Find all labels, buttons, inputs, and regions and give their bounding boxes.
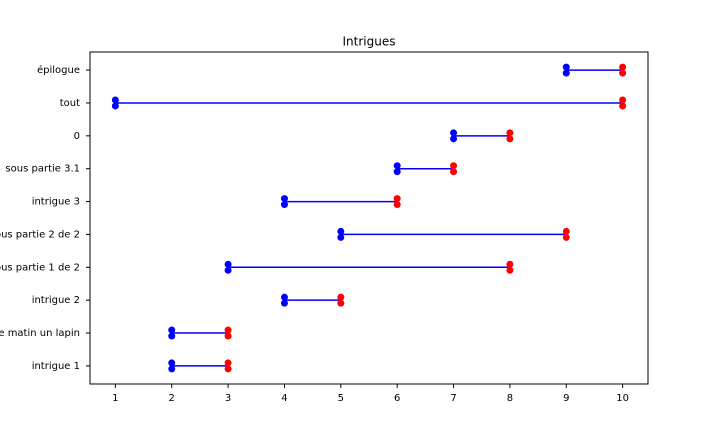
x-tick-label: 10 bbox=[616, 393, 629, 404]
endpoint-dot bbox=[450, 135, 458, 143]
endpoint-dot bbox=[111, 102, 119, 110]
endpoint-dot bbox=[337, 299, 345, 307]
y-tick-label: sous partie 1 de 2 bbox=[0, 262, 80, 273]
endpoint-dot bbox=[506, 135, 514, 143]
endpoint-dot bbox=[168, 326, 176, 334]
x-tick-label: 3 bbox=[225, 393, 231, 404]
endpoint-dot bbox=[450, 162, 458, 170]
endpoint-dot bbox=[224, 359, 232, 367]
x-tick-label: 5 bbox=[338, 393, 344, 404]
endpoint-dot bbox=[224, 266, 232, 274]
endpoint-dot bbox=[450, 129, 458, 137]
y-tick-label: intrigue 3 bbox=[32, 197, 80, 208]
y-tick-label: épilogue bbox=[37, 64, 80, 76]
endpoint-dot bbox=[280, 201, 288, 209]
endpoint-dot bbox=[393, 195, 401, 203]
endpoint-dot bbox=[224, 260, 232, 268]
endpoint-dot bbox=[619, 102, 627, 110]
chart-title: Intrigues bbox=[343, 35, 396, 49]
x-tick-label: 6 bbox=[394, 393, 400, 404]
y-tick-label: sous partie 3.1 bbox=[5, 164, 80, 175]
x-tick-label: 2 bbox=[169, 393, 175, 404]
endpoint-dot bbox=[337, 233, 345, 241]
x-tick-label: 1 bbox=[112, 393, 118, 404]
y-tick-label: 0 bbox=[74, 131, 80, 142]
endpoint-dot bbox=[111, 96, 119, 104]
endpoint-dot bbox=[337, 293, 345, 301]
endpoint-dot bbox=[168, 359, 176, 367]
endpoint-dot bbox=[280, 195, 288, 203]
endpoint-dot bbox=[393, 168, 401, 176]
endpoint-dot bbox=[562, 233, 570, 241]
x-tick-label: 8 bbox=[507, 393, 513, 404]
y-tick-label: ce matin un lapin bbox=[0, 328, 80, 339]
endpoint-dot bbox=[224, 326, 232, 334]
endpoint-dot bbox=[619, 63, 627, 71]
endpoint-dot bbox=[337, 227, 345, 235]
endpoint-dot bbox=[168, 332, 176, 340]
endpoint-dot bbox=[280, 293, 288, 301]
endpoint-dot bbox=[168, 365, 176, 373]
endpoint-dot bbox=[393, 201, 401, 209]
endpoint-dot bbox=[619, 69, 627, 77]
endpoint-dot bbox=[450, 168, 458, 176]
endpoint-dot bbox=[224, 365, 232, 373]
endpoint-dot bbox=[280, 299, 288, 307]
y-tick-label: sous partie 2 de 2 bbox=[0, 229, 80, 240]
y-tick-label: intrigue 1 bbox=[32, 361, 80, 372]
endpoint-dot bbox=[224, 332, 232, 340]
x-tick-label: 4 bbox=[281, 393, 287, 404]
endpoint-dot bbox=[506, 129, 514, 137]
endpoint-dot bbox=[506, 266, 514, 274]
endpoint-dot bbox=[562, 63, 570, 71]
endpoint-dot bbox=[619, 96, 627, 104]
endpoint-dot bbox=[393, 162, 401, 170]
y-tick-label: intrigue 2 bbox=[32, 295, 80, 306]
plot-frame bbox=[89, 51, 649, 385]
endpoint-dot bbox=[562, 69, 570, 77]
x-tick-label: 7 bbox=[450, 393, 456, 404]
y-tick-label: tout bbox=[60, 98, 80, 109]
endpoint-dot bbox=[562, 227, 570, 235]
x-tick-label: 9 bbox=[563, 393, 569, 404]
endpoint-dot bbox=[506, 260, 514, 268]
